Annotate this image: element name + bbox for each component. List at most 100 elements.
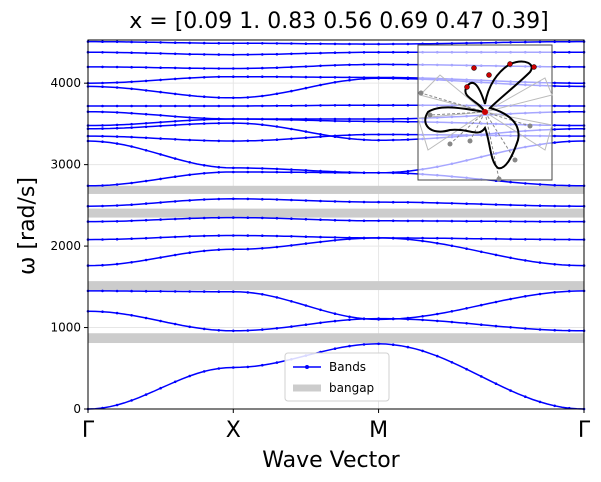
- band-point: [406, 172, 410, 175]
- band-point: [115, 126, 119, 130]
- band-point: [159, 66, 162, 69]
- band-point: [101, 238, 104, 241]
- band-point: [406, 316, 410, 320]
- band-point: [173, 253, 177, 257]
- band-point: [290, 65, 293, 69]
- band-point: [101, 184, 104, 187]
- band-point: [290, 117, 293, 121]
- band-point: [202, 249, 206, 253]
- band-point: [538, 220, 542, 223]
- band-point: [275, 138, 279, 141]
- band-point: [202, 76, 206, 79]
- band-point: [232, 53, 235, 56]
- band-point: [319, 64, 322, 68]
- band-point: [130, 145, 133, 148]
- band-point: [275, 361, 279, 364]
- band-point: [524, 395, 527, 399]
- legend: Bands bangap: [284, 352, 390, 402]
- band-point: [246, 365, 250, 369]
- band-point: [348, 117, 351, 121]
- band-point: [246, 291, 250, 294]
- band-point: [101, 289, 104, 293]
- band-point: [348, 42, 351, 46]
- band-point: [173, 52, 177, 56]
- band-point: [275, 117, 279, 121]
- band-point: [348, 63, 351, 67]
- band-point: [290, 168, 293, 171]
- band-point: [524, 295, 527, 298]
- band-point: [480, 41, 483, 45]
- band-point: [232, 216, 235, 219]
- band-point: [406, 50, 410, 54]
- band-point: [568, 85, 571, 88]
- band-point: [202, 198, 206, 201]
- band-point: [304, 52, 308, 55]
- band-point: [333, 236, 337, 239]
- band-point: [538, 40, 542, 44]
- band-point: [509, 297, 512, 301]
- x-tick-label: M: [369, 418, 388, 443]
- band-point: [348, 76, 351, 79]
- band-point: [494, 203, 498, 206]
- band-point: [173, 41, 177, 44]
- band-point: [232, 42, 235, 45]
- band-point: [217, 234, 221, 237]
- band-point: [333, 64, 337, 67]
- band-point: [391, 133, 395, 136]
- band-point: [217, 67, 221, 70]
- band-point: [115, 289, 119, 293]
- band-point: [246, 166, 250, 170]
- band-point: [130, 80, 133, 84]
- band-point: [319, 199, 322, 203]
- band-point: [130, 399, 133, 402]
- band-point: [421, 315, 424, 318]
- band-point: [304, 169, 308, 172]
- band-point: [406, 133, 410, 136]
- band-point: [261, 328, 264, 331]
- band-point: [406, 63, 410, 66]
- chart-title: x = [0.09 1. 0.83 0.56 0.69 0.47 0.39]: [129, 9, 548, 34]
- band-point: [494, 41, 498, 44]
- band-point: [261, 247, 264, 250]
- bandgap-rect: [88, 208, 584, 218]
- band-point: [173, 200, 177, 203]
- band-point: [509, 220, 512, 223]
- band-point: [319, 240, 322, 244]
- band-point: [553, 291, 556, 294]
- band-point: [232, 104, 235, 108]
- band-point: [319, 308, 322, 312]
- band-point: [406, 236, 410, 240]
- band-point: [391, 200, 395, 204]
- band-point: [217, 104, 221, 108]
- band-point: [568, 81, 571, 85]
- band-point: [202, 370, 206, 373]
- band-point: [391, 63, 395, 66]
- band-point: [304, 117, 308, 121]
- band-point: [101, 85, 104, 88]
- band-point: [159, 386, 162, 390]
- band-point: [130, 126, 133, 129]
- band-point: [568, 65, 571, 69]
- band-point: [304, 104, 308, 107]
- band-point: [275, 296, 279, 299]
- band-point: [159, 137, 162, 140]
- band-point: [391, 50, 395, 54]
- band-point: [391, 343, 395, 347]
- band-point: [246, 53, 250, 56]
- band-point: [130, 181, 133, 185]
- band-point: [115, 111, 119, 114]
- band-point: [348, 137, 351, 140]
- band-point: [406, 219, 410, 223]
- band-point: [494, 237, 498, 241]
- band-point: [217, 165, 221, 169]
- band-point: [538, 261, 542, 264]
- band-point: [494, 324, 498, 328]
- band-point: [553, 65, 556, 69]
- band-point: [275, 170, 279, 174]
- band-point: [173, 92, 177, 96]
- band-point: [159, 218, 162, 221]
- band-point: [232, 290, 235, 294]
- band-point: [348, 344, 351, 348]
- band-point: [188, 374, 191, 378]
- band-point: [333, 76, 337, 79]
